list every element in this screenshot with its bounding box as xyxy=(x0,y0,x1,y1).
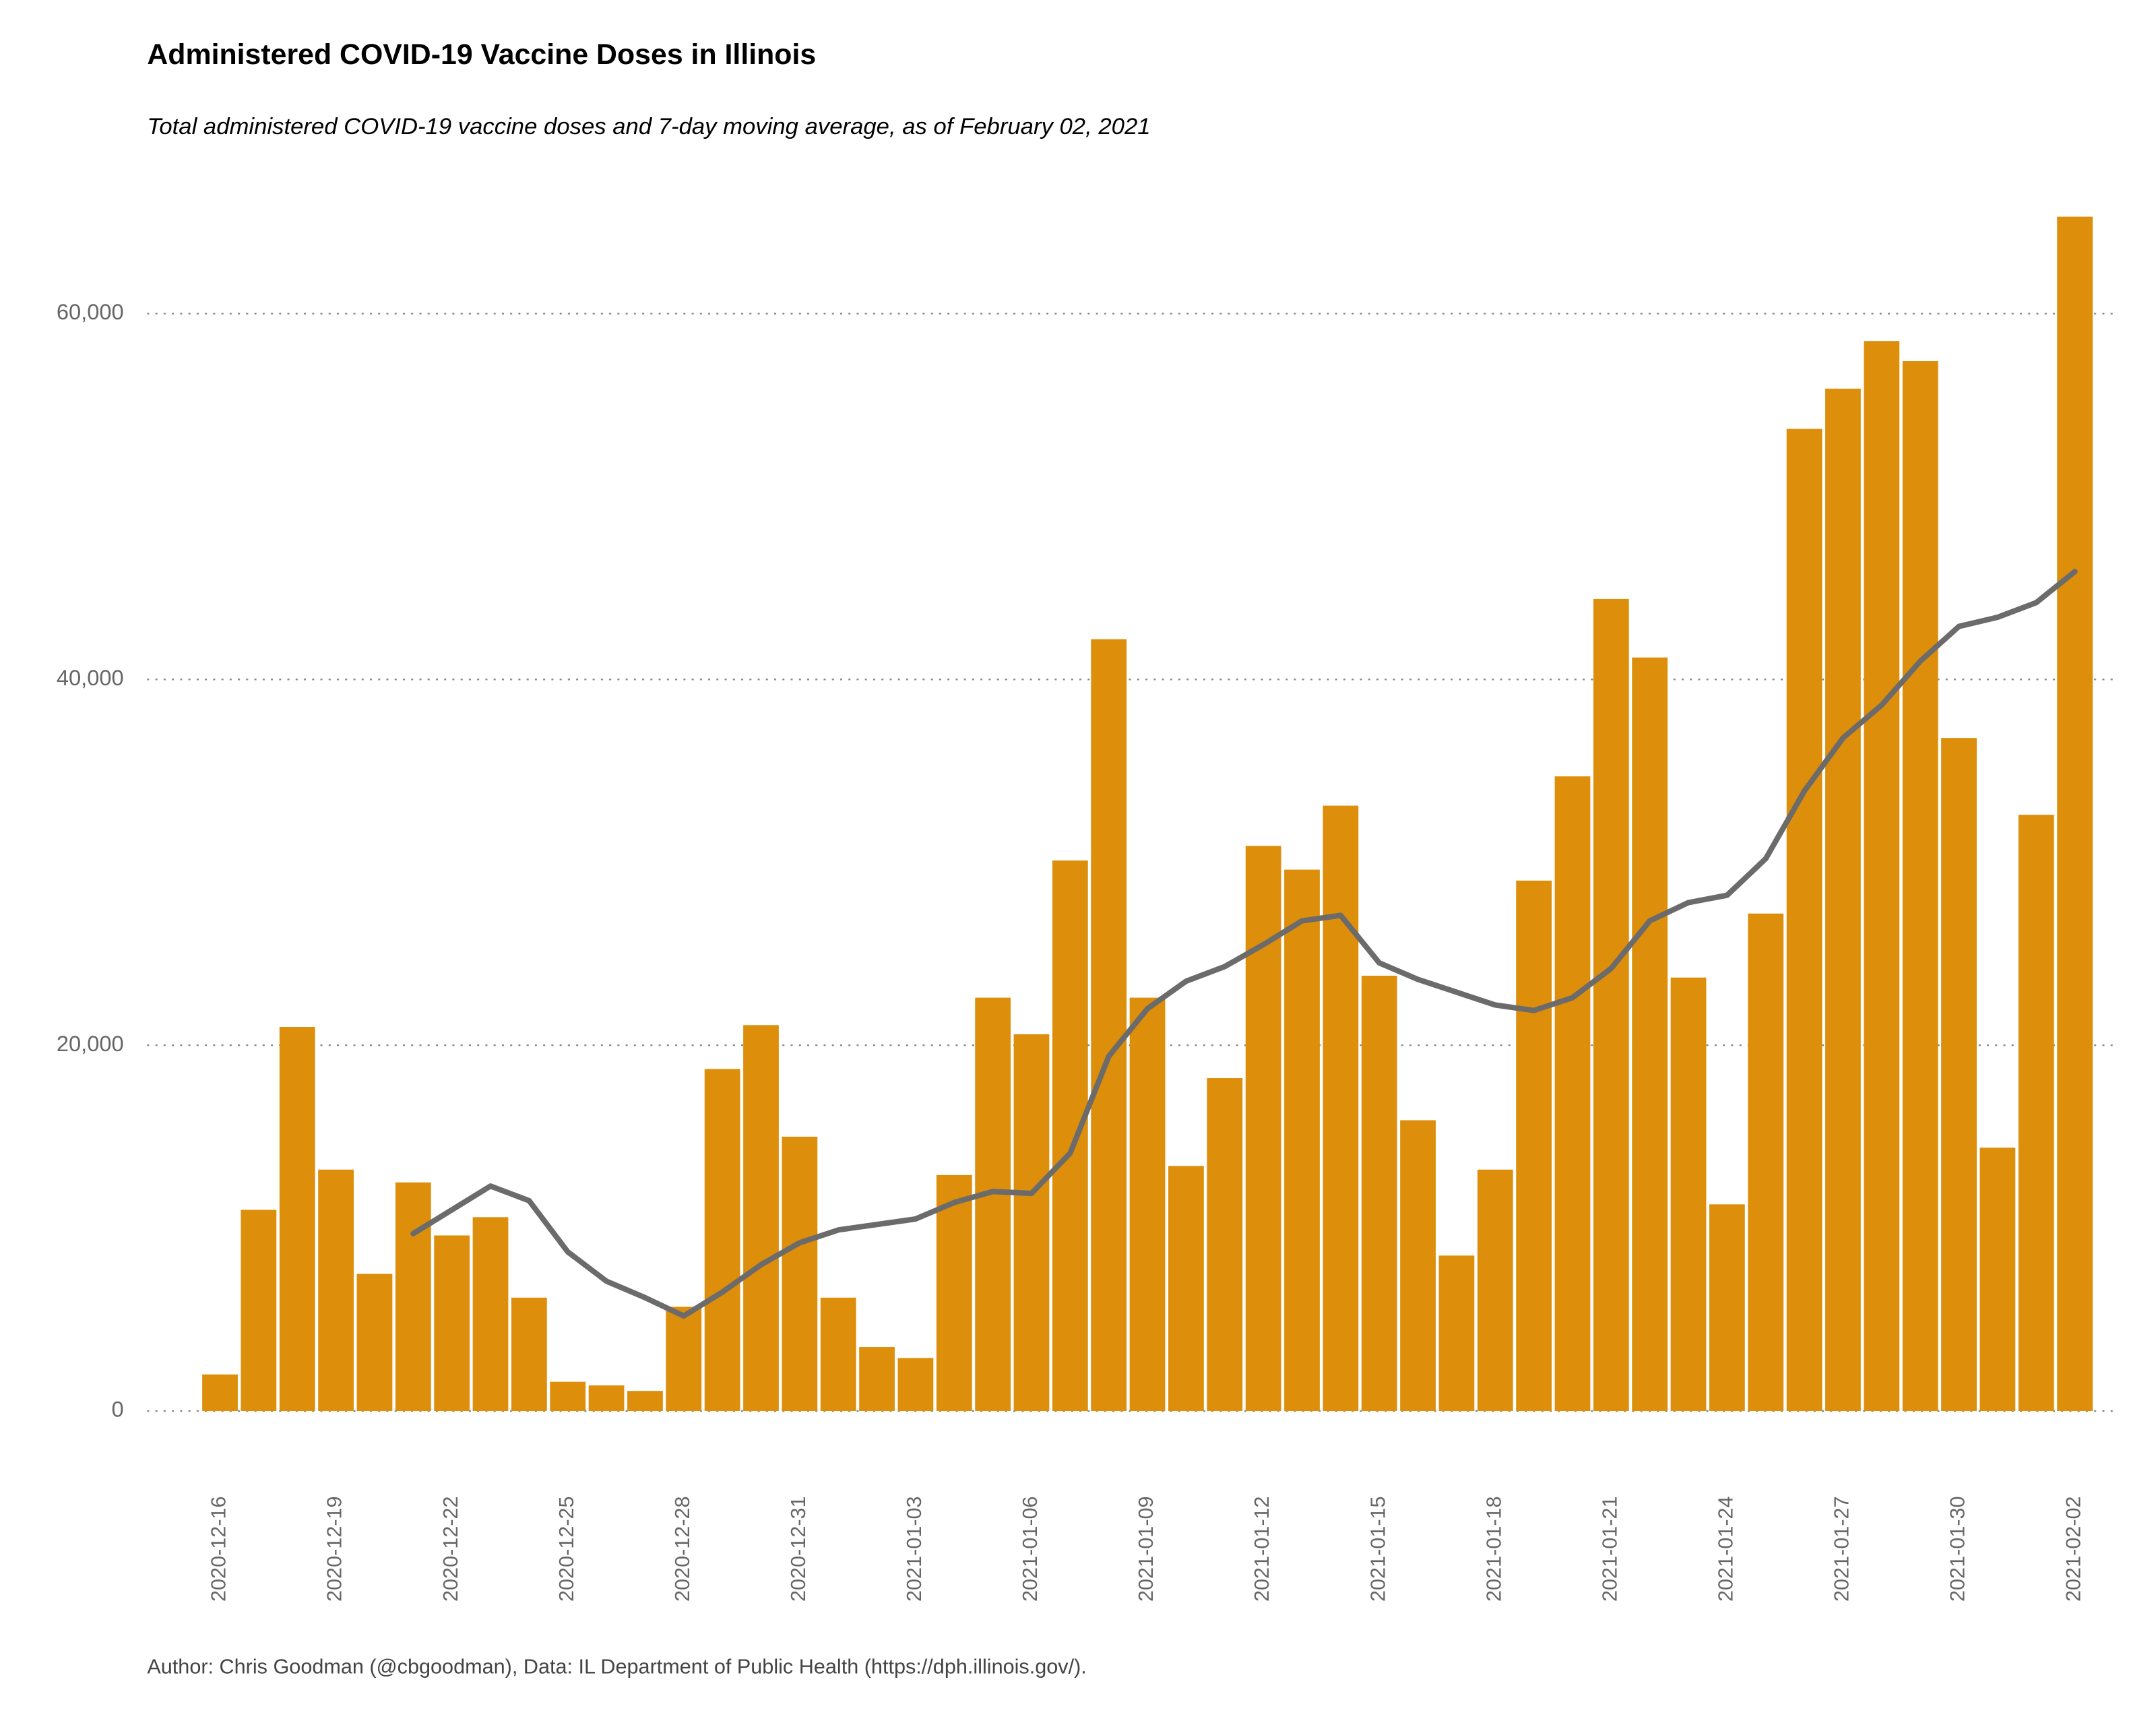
bar xyxy=(666,1307,702,1412)
moving-average-line xyxy=(410,569,2078,1319)
bar xyxy=(1284,869,1320,1412)
x-tick-label: 2021-01-18 xyxy=(1482,1496,1505,1602)
bar xyxy=(395,1182,431,1412)
bar xyxy=(704,1069,740,1412)
y-tick-label: 60,000 xyxy=(57,299,124,324)
bar xyxy=(627,1391,663,1412)
bar xyxy=(356,1274,393,1412)
x-tick-label: 2021-01-27 xyxy=(1831,1496,1853,1602)
bar xyxy=(1129,997,1166,1412)
bar xyxy=(202,1374,238,1412)
chart-title: Administered COVID-19 Vaccine Doses in I… xyxy=(147,38,816,71)
bar xyxy=(859,1347,895,1412)
bar xyxy=(2018,815,2054,1412)
bar xyxy=(1516,880,1552,1412)
marks xyxy=(202,216,2093,1412)
bar xyxy=(1323,805,1359,1412)
x-tick-label: 2021-01-12 xyxy=(1250,1496,1273,1602)
caption: Author: Chris Goodman (@cbgoodman), Data… xyxy=(147,1656,1086,1679)
bar xyxy=(1091,639,1127,1412)
x-tick-label: 2020-12-22 xyxy=(439,1496,462,1602)
bar xyxy=(550,1381,586,1412)
bar xyxy=(1554,776,1591,1412)
bar xyxy=(1593,598,1629,1412)
x-tick-label: 2020-12-16 xyxy=(208,1496,230,1602)
bar xyxy=(1207,1078,1243,1412)
bar xyxy=(588,1385,625,1412)
bar xyxy=(1245,846,1281,1412)
x-tick-label: 2021-01-24 xyxy=(1714,1496,1737,1602)
bar xyxy=(1438,1255,1475,1412)
bar xyxy=(1709,1204,1745,1412)
bar xyxy=(1632,657,1668,1412)
bar xyxy=(1052,860,1088,1412)
bar xyxy=(820,1297,856,1412)
bar xyxy=(897,1358,934,1412)
x-tick-label: 2020-12-31 xyxy=(787,1496,810,1602)
bar xyxy=(782,1136,818,1412)
bar xyxy=(1941,738,1977,1412)
bar xyxy=(1400,1120,1436,1412)
bar xyxy=(2057,216,2093,1412)
bar xyxy=(472,1217,509,1412)
x-tick-label: 2021-01-30 xyxy=(1946,1496,1969,1602)
bar xyxy=(936,1174,972,1412)
y-tick-label: 20,000 xyxy=(57,1031,124,1056)
y-tick-label: 40,000 xyxy=(57,665,124,690)
bar xyxy=(1168,1166,1204,1412)
x-tick-label: 2020-12-28 xyxy=(671,1496,694,1602)
x-tick-label: 2021-01-06 xyxy=(1019,1496,1042,1602)
bar xyxy=(434,1235,470,1412)
bar xyxy=(1979,1148,2016,1412)
bar xyxy=(743,1025,779,1412)
x-tick-label: 2020-12-25 xyxy=(555,1496,578,1602)
bar xyxy=(318,1169,354,1412)
bar xyxy=(1786,429,1822,1412)
bar xyxy=(279,1027,315,1412)
bar xyxy=(1902,361,1938,1412)
bar xyxy=(241,1210,277,1412)
bar xyxy=(511,1297,547,1412)
x-tick-label: 2020-12-19 xyxy=(323,1496,346,1602)
x-tick-label: 2021-01-09 xyxy=(1135,1496,1158,1602)
bar xyxy=(1864,341,1900,1412)
x-tick-label: 2021-01-21 xyxy=(1598,1496,1621,1602)
bar xyxy=(1748,913,1784,1412)
y-tick-label: 0 xyxy=(112,1397,124,1422)
bar xyxy=(1670,977,1707,1412)
bar xyxy=(1361,976,1397,1412)
chart-subtitle: Total administered COVID-19 vaccine dose… xyxy=(147,114,1150,139)
bar xyxy=(1013,1034,1050,1412)
x-tick-label: 2021-01-03 xyxy=(903,1496,926,1602)
bar xyxy=(975,997,1011,1412)
x-tick-label: 2021-01-15 xyxy=(1366,1496,1389,1602)
bar xyxy=(1825,388,1861,1412)
bar xyxy=(1477,1169,1513,1412)
x-tick-label: 2021-02-02 xyxy=(2062,1496,2085,1602)
